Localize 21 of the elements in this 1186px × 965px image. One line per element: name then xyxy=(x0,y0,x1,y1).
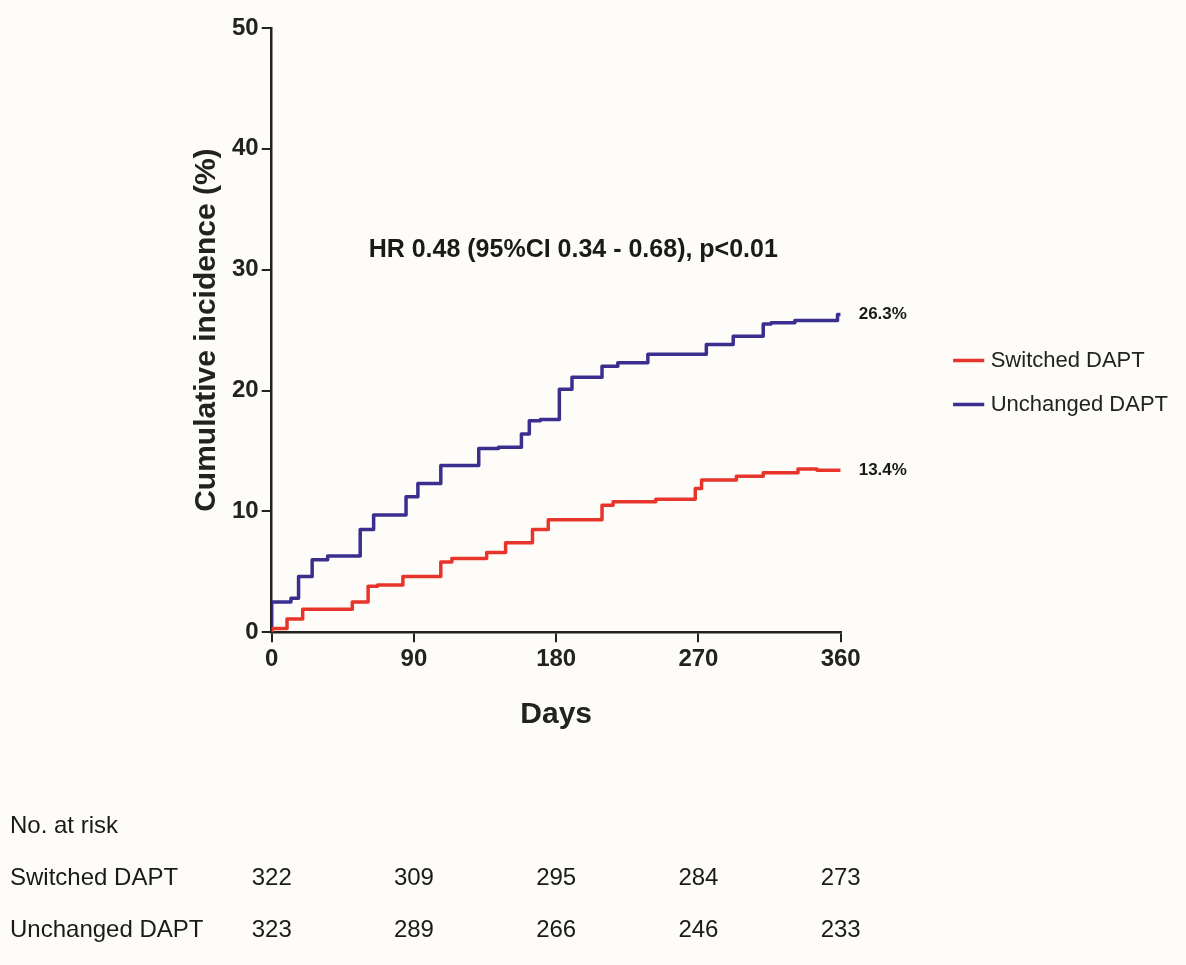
y-tick-label: 10 xyxy=(231,495,259,523)
y-tick-label: 50 xyxy=(231,12,259,40)
y-tick-label: 40 xyxy=(231,133,259,161)
text: Switched DAPT 322 309 295 284 273 xyxy=(10,862,861,890)
legend-label: Switched DAPT xyxy=(990,346,1145,372)
annotation: 26.3% xyxy=(858,304,907,324)
y-tick-label: 30 xyxy=(231,254,259,282)
x-axis-title: Days xyxy=(520,696,593,730)
y-axis-title: Cumulative incidence (%) xyxy=(188,148,222,512)
x-tick-label: 180 xyxy=(536,644,577,672)
x-tick-label: 270 xyxy=(678,644,719,672)
text: No. at risk xyxy=(10,810,120,838)
text: Unchanged DAPT 323 289 266 246 233 xyxy=(10,914,861,942)
x-tick-label: 0 xyxy=(265,644,279,672)
annotation: HR 0.48 (95%CI 0.34 - 0.68), p<0.01 xyxy=(368,233,778,262)
legend-label: Unchanged DAPT xyxy=(990,390,1169,416)
y-tick-label: 0 xyxy=(245,616,259,644)
x-tick-label: 360 xyxy=(820,644,861,672)
x-tick-label: 90 xyxy=(400,644,428,672)
y-tick-label: 20 xyxy=(231,375,259,403)
annotation: 13.4% xyxy=(858,459,907,479)
